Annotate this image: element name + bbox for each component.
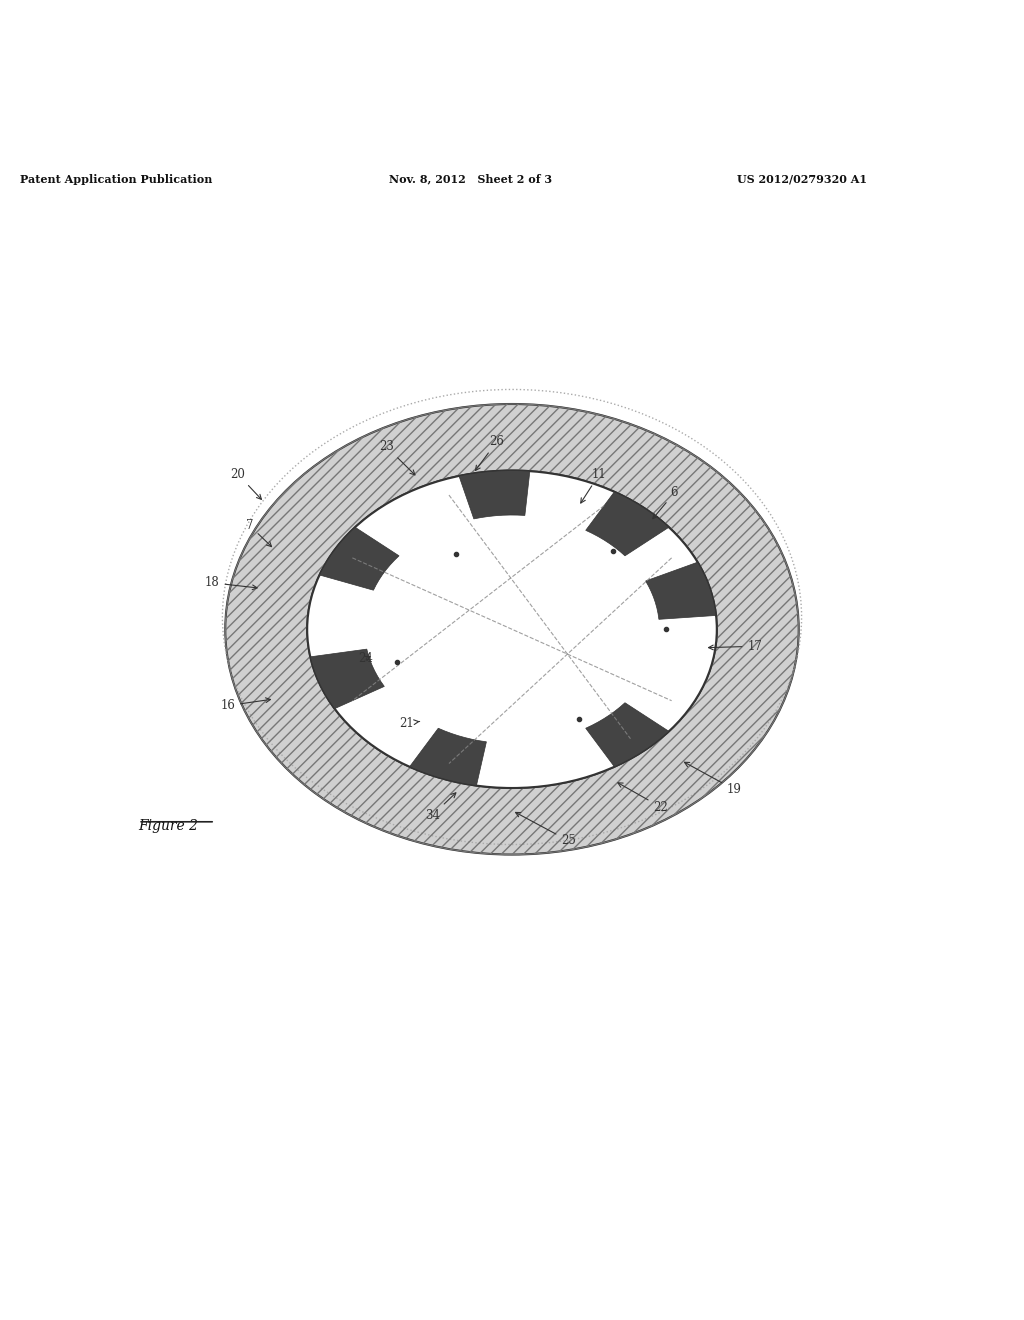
Text: 26: 26 [475,436,505,470]
Polygon shape [319,527,399,590]
Text: 34: 34 [425,793,456,822]
Text: 24: 24 [358,652,374,665]
Ellipse shape [307,470,717,788]
Text: Nov. 8, 2012   Sheet 2 of 3: Nov. 8, 2012 Sheet 2 of 3 [389,174,552,185]
Text: 6: 6 [653,486,678,519]
Text: US 2012/0279320 A1: US 2012/0279320 A1 [737,174,867,185]
Text: 19: 19 [684,762,742,796]
Text: 22: 22 [617,783,668,813]
Ellipse shape [307,470,717,788]
Text: Patent Application Publication: Patent Application Publication [20,174,213,185]
Text: 16: 16 [220,698,270,713]
Text: 20: 20 [230,467,261,499]
Polygon shape [310,649,384,709]
Polygon shape [586,492,669,556]
Ellipse shape [225,404,799,854]
Text: 23: 23 [379,440,415,475]
Text: 25: 25 [515,812,577,847]
Polygon shape [410,729,486,785]
Polygon shape [586,702,669,767]
Text: 17: 17 [709,640,763,653]
Text: 21: 21 [399,717,420,730]
Polygon shape [459,470,529,519]
Text: 7: 7 [246,519,271,546]
Text: 18: 18 [205,577,257,590]
Text: Figure 2: Figure 2 [138,818,199,833]
Text: 11: 11 [581,467,606,503]
Polygon shape [646,562,716,619]
